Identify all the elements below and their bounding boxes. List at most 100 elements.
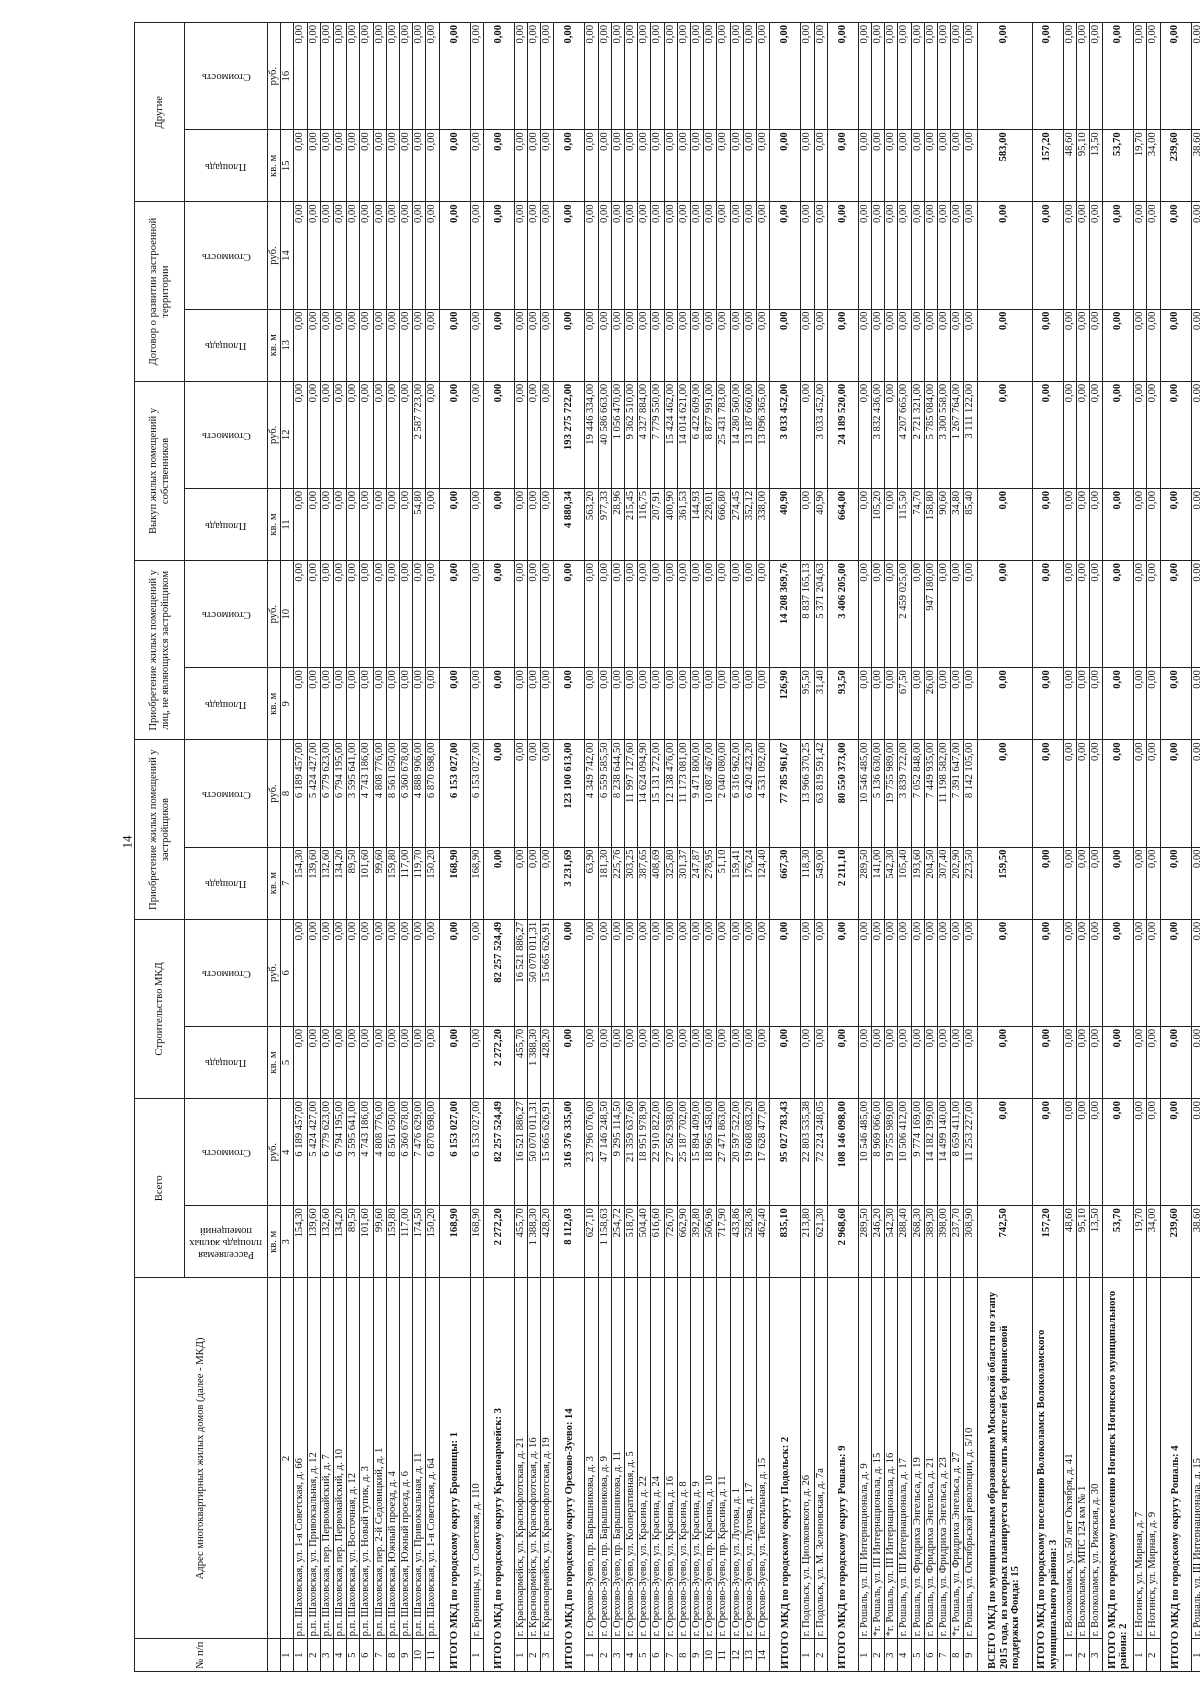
total-row: ИТОГО МКД по городскому округу Подольск:… (769, 22, 801, 1672)
cost-cell: 11 997 127,60 (624, 739, 638, 848)
cost-cell: 0,00 (800, 22, 814, 130)
cost-cell: 0,00 (858, 201, 872, 310)
cost-cell: 19 446 334,00 (584, 381, 599, 489)
area-cell: 2 968,60 (827, 1205, 859, 1278)
row-number: 1 (858, 1638, 872, 1672)
area-cell: 0,00 (470, 488, 484, 561)
area-cell: 398,00 (937, 1205, 951, 1278)
unit-cell: кв. м (267, 1205, 281, 1278)
area-cell: 0,00 (924, 1026, 938, 1099)
address-cell: г. Орехово-Зуево, ул. Текстильная, д. 15 (756, 1277, 770, 1639)
area-cell: 0,00 (293, 1026, 308, 1099)
cost-cell: 2 721 321,00 (911, 381, 925, 489)
area-label: Расселяемая площадь жилых помещений (189, 1224, 263, 1260)
cost-cell: 8 877 991,00 (703, 381, 717, 489)
area-cell: 0,00 (858, 667, 872, 740)
table-row: 8 г. Орехово-Зуево, ул. Красина, д. 8 662,… (677, 22, 691, 1672)
address-cell: *г. Рошаль, ул. III Интернационала, д. 1… (884, 1277, 898, 1639)
area-cell: 0,00 (963, 309, 978, 382)
area-cell: 0,00 (527, 488, 541, 561)
table-row: 3 *г. Рошаль, ул. III Интернационала, д. … (884, 22, 898, 1672)
address-cell: г. Бронницы, ул. Советская, д. 110 (470, 1277, 484, 1639)
cost-cell: 0,00 (399, 919, 413, 1027)
table-row: 11 р.п. Шаховская, ул. 1-я Советская, д. … (425, 22, 440, 1672)
area-cell: 124,40 (756, 847, 770, 920)
area-cell: 63,90 (584, 847, 599, 920)
area-cell: 542,30 (884, 1205, 898, 1278)
cost-cell: 4 349 742,00 (584, 739, 599, 848)
cost-cell: 0,00 (703, 201, 717, 310)
area-cell: 0,00 (937, 1026, 951, 1099)
address-cell: г. Орехово-Зуево, пр. Барышникова, д. 9 (598, 1277, 612, 1639)
table-body: 1 р.п. Шаховская, ул. 1-я Советская, д. 6… (293, 22, 1200, 1672)
area-cell: 168,90 (439, 1205, 471, 1278)
table-row: 2 р.п. Шаховская, ул. Привокзальная, д. 1… (307, 22, 321, 1672)
area-cell: 0,00 (1089, 667, 1103, 740)
area-cell: 54,80 (412, 488, 426, 561)
cost-cell: 0,00 (1089, 22, 1103, 130)
area-cell: 977,33 (598, 488, 612, 561)
cost-cell: 0,00 (677, 201, 691, 310)
cost-cell: 0,00 (871, 201, 885, 310)
area-cell: 34,00 (1146, 1205, 1161, 1278)
cost-cell: 0,00 (307, 22, 321, 130)
area-cell: 0,00 (425, 309, 440, 382)
cost-cell: 18 965 458,00 (703, 1098, 717, 1206)
cost-cell: 0,00 (386, 381, 400, 489)
total-label: ИТОГО МКД по городскому округу Рошаль: 4 (1160, 1277, 1192, 1672)
cost-label: Стоимость (201, 429, 251, 441)
cost-cell: 5 424 427,00 (307, 739, 321, 848)
cost-cell: 0,00 (1089, 381, 1103, 489)
area-cell: 0,00 (1146, 488, 1161, 561)
cost-cell: 10 546 485,00 (858, 1098, 872, 1206)
cost-cell: 8 238 644,50 (611, 739, 625, 848)
area-cell: 0,00 (412, 667, 426, 740)
cost-cell: 0,00 (412, 201, 426, 310)
area-cell: 0,00 (1102, 847, 1134, 920)
cost-cell: 0,00 (1076, 22, 1090, 130)
cost-cell: 0,00 (858, 919, 872, 1027)
total-header: Всего (134, 1098, 185, 1278)
cost-cell: 0,00 (540, 201, 554, 310)
cost-cell: 0,00 (1133, 22, 1147, 130)
cost-cell: 4 743 186,00 (359, 1098, 374, 1206)
buyout-header: Выкуп жилых помещений у собственников (134, 381, 185, 561)
cost-cell: 0,00 (664, 919, 678, 1027)
cost-cell: 0,00 (425, 22, 440, 130)
area-cell: 0,00 (584, 129, 599, 202)
area-cell: 0,00 (540, 847, 554, 920)
area-cell: 0,00 (624, 667, 638, 740)
address-cell: г. Волоколамск, ул. Рижская, д. 30 (1089, 1277, 1103, 1639)
cost-cell: 9 362 510,00 (624, 381, 638, 489)
cost-cell: 0,00 (950, 201, 964, 310)
cost-cell: 10 546 485,00 (858, 739, 872, 848)
cost-cell: 0,00 (412, 919, 426, 1027)
table-row: 1 г. Орехово-Зуево, пр. Барышникова, д. 3… (584, 22, 599, 1672)
unit-cell: кв. м (267, 488, 281, 561)
cost-cell: 0,00 (950, 560, 964, 668)
cost-header: Стоимость (184, 919, 268, 1027)
area-cell: 0,00 (690, 667, 704, 740)
cost-cell: 0,00 (293, 919, 308, 1027)
area-cell: 101,60 (359, 1205, 374, 1278)
area-cell: 0,00 (412, 309, 426, 382)
area-cell: 0,00 (439, 667, 471, 740)
cost-cell: 6 559 585,50 (598, 739, 612, 848)
area-cell: 0,00 (483, 129, 515, 202)
row-number: 7 (937, 1638, 951, 1672)
cost-cell: 6 360 678,00 (399, 1098, 413, 1206)
cost-cell: 0,00 (346, 22, 360, 130)
cost-cell: 0,00 (637, 560, 651, 668)
row-number: 9 (690, 1638, 704, 1672)
table-row: 2 г. Орехово-Зуево, пр. Барышникова, д. 9… (598, 22, 612, 1672)
cost-cell: 0,00 (598, 919, 612, 1027)
cost-cell: 0,00 (637, 201, 651, 310)
cost-cell: 0,00 (716, 560, 731, 668)
area-cell: 0,00 (1076, 1026, 1090, 1099)
area-cell: 0,00 (703, 1026, 717, 1099)
table-header: № п/п Адрес многоквартирных жилых домов … (134, 22, 294, 1672)
area-cell: 0,00 (637, 667, 651, 740)
area-cell: 132,60 (320, 1205, 334, 1278)
resettlement-table: № п/п Адрес многоквартирных жилых домов … (134, 22, 1200, 1672)
area-cell: 0,00 (399, 488, 413, 561)
